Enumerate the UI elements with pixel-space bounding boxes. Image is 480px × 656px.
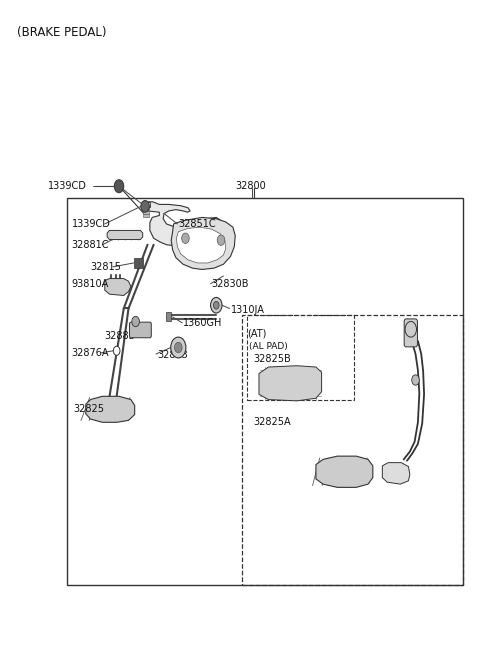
Text: 32825A: 32825A	[253, 417, 291, 427]
Circle shape	[171, 337, 186, 358]
Text: 1310JA: 1310JA	[230, 305, 264, 315]
Polygon shape	[383, 462, 410, 484]
Circle shape	[217, 235, 225, 245]
Text: 32883: 32883	[105, 331, 135, 341]
Circle shape	[214, 301, 219, 309]
Text: 32830B: 32830B	[212, 279, 249, 289]
Text: 32851C: 32851C	[179, 219, 216, 229]
Bar	[67, 198, 463, 585]
Text: 1339CD: 1339CD	[48, 181, 87, 191]
Text: 32881C: 32881C	[72, 239, 109, 250]
Bar	[242, 315, 463, 585]
Circle shape	[114, 180, 124, 193]
Text: (AL PAD): (AL PAD)	[249, 342, 288, 351]
Bar	[143, 214, 149, 216]
Polygon shape	[143, 202, 221, 246]
Circle shape	[175, 342, 182, 353]
Text: 1339CD: 1339CD	[72, 219, 110, 229]
Text: 32825: 32825	[73, 404, 104, 415]
Text: 93810A: 93810A	[72, 279, 109, 289]
Polygon shape	[171, 217, 235, 270]
Circle shape	[141, 201, 149, 213]
Circle shape	[113, 346, 120, 356]
Polygon shape	[105, 279, 131, 295]
Circle shape	[211, 297, 222, 313]
Text: 1360GH: 1360GH	[183, 318, 222, 328]
Bar	[167, 312, 171, 321]
FancyBboxPatch shape	[404, 319, 418, 347]
Bar	[247, 315, 354, 400]
Polygon shape	[143, 202, 150, 207]
Bar	[143, 211, 149, 213]
Bar	[143, 207, 149, 210]
Polygon shape	[107, 230, 143, 239]
Text: (BRAKE PEDAL): (BRAKE PEDAL)	[17, 26, 107, 39]
Circle shape	[132, 316, 139, 327]
Polygon shape	[259, 366, 322, 401]
Polygon shape	[86, 396, 135, 422]
Text: 32883: 32883	[157, 350, 188, 360]
Bar	[134, 258, 143, 268]
Circle shape	[181, 233, 189, 243]
Circle shape	[405, 321, 417, 337]
Text: 32815: 32815	[91, 262, 121, 272]
Text: 32800: 32800	[235, 181, 266, 191]
Text: 32825B: 32825B	[253, 354, 291, 363]
FancyBboxPatch shape	[130, 322, 151, 338]
Text: 32876A: 32876A	[72, 348, 109, 358]
Text: (AT): (AT)	[247, 328, 266, 338]
Circle shape	[412, 375, 420, 385]
Polygon shape	[316, 456, 373, 487]
Polygon shape	[177, 227, 226, 263]
